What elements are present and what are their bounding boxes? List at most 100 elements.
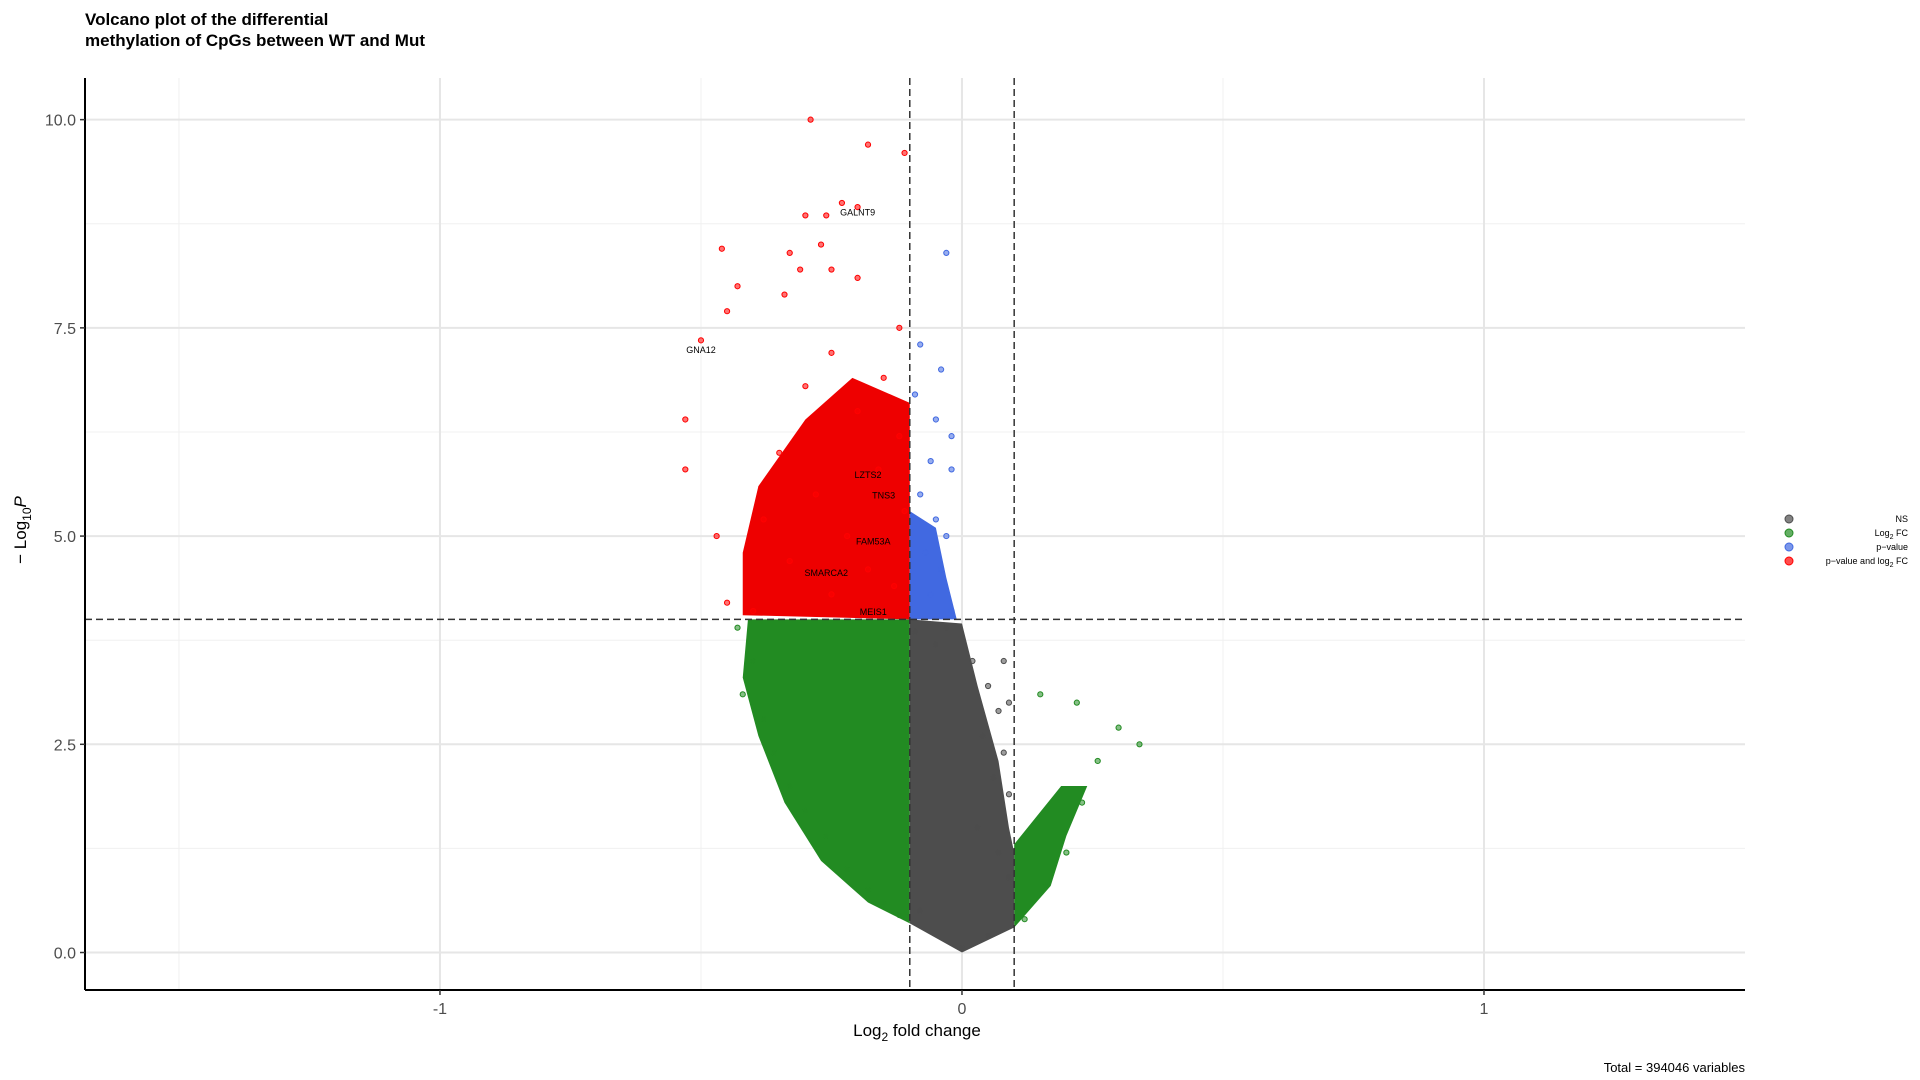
y-tick-label: 0.0 (54, 946, 76, 963)
data-point (817, 241, 825, 248)
x-tick-label: -1 (433, 1001, 447, 1018)
data-point (896, 433, 903, 440)
data-point (760, 516, 767, 523)
data-points (682, 116, 1143, 952)
gene-labels: GALNT9 GNA12 LZTS2 TNS3 FAM53A SMARCA2 MEIS1 (686, 207, 895, 617)
data-point (823, 832, 830, 840)
legend-label: NS (1895, 514, 1908, 524)
data-point (984, 682, 992, 690)
data-point (932, 416, 939, 423)
data-point (948, 607, 955, 615)
data-point (932, 516, 939, 523)
data-point (984, 932, 992, 939)
y-tick-label: 2.5 (54, 737, 76, 754)
data-point (995, 849, 1002, 856)
data-point (1005, 874, 1013, 881)
data-point (734, 283, 741, 290)
y-tick-label: 10.0 (45, 113, 76, 130)
data-point (1005, 699, 1013, 706)
data-point (917, 907, 924, 914)
data-point (713, 532, 720, 540)
x-tick-label: 1 (1480, 1001, 1489, 1018)
data-point (896, 911, 903, 919)
gene-label: SMARCA2 (805, 568, 849, 578)
caption: Total = 394046 variables (1604, 1060, 1746, 1075)
data-point (1063, 849, 1070, 856)
x-tick-label: 0 (958, 1001, 967, 1018)
data-point (854, 408, 861, 415)
data-point (911, 391, 919, 398)
data-point (864, 566, 872, 573)
data-point (802, 383, 809, 390)
data-point (1000, 749, 1007, 756)
data-point (750, 657, 757, 665)
cutoff-lines (85, 78, 1745, 990)
data-point (938, 566, 945, 573)
data-point (718, 245, 725, 252)
data-point (979, 732, 986, 740)
cloud-log2fc-left (742, 619, 910, 924)
gene-label: TNS3 (872, 491, 895, 501)
legend-marker (1784, 528, 1794, 538)
y-tick-label: 7.5 (54, 321, 76, 338)
data-point (723, 308, 731, 315)
data-point (781, 291, 788, 298)
data-point (739, 691, 746, 698)
data-point (1078, 799, 1086, 806)
data-point (844, 532, 851, 540)
data-point (812, 491, 819, 498)
data-point (682, 416, 689, 423)
data-point (891, 582, 898, 590)
data-point (1042, 882, 1049, 889)
data-point (917, 341, 924, 348)
data-point (927, 458, 934, 465)
data-point (844, 866, 851, 873)
data-point (911, 628, 919, 635)
y-tick-label: 5.0 (54, 529, 76, 546)
data-point (1037, 691, 1044, 698)
data-point (1073, 699, 1080, 706)
data-point (697, 337, 705, 344)
legend-marker (1784, 556, 1794, 566)
data-point (797, 266, 804, 273)
data-point (786, 782, 793, 790)
data-point (864, 886, 872, 894)
data-point (828, 266, 835, 273)
gene-label: MEIS1 (860, 607, 887, 617)
data-point (828, 349, 835, 356)
cloud-pvalue (909, 511, 957, 620)
cloud-log2fc-right (1014, 785, 1088, 928)
data-point (1115, 724, 1122, 731)
legend-label: Log2 FC (1875, 528, 1909, 541)
data-point (974, 824, 981, 831)
data-point (901, 507, 908, 515)
data-point (875, 466, 882, 473)
data-point (990, 774, 997, 781)
legend-marker (1784, 514, 1794, 524)
data-point (901, 149, 908, 157)
data-point (958, 945, 966, 952)
data-point (723, 599, 731, 606)
data-point (760, 716, 767, 723)
data-point (1005, 791, 1013, 798)
legend-label: p−value (1876, 542, 1908, 552)
data-point (802, 212, 809, 219)
data-point (864, 141, 872, 148)
data-point (943, 532, 950, 540)
data-point (938, 366, 945, 373)
data-point (854, 203, 861, 211)
data-point (943, 624, 950, 631)
data-point (807, 116, 814, 123)
data-point (917, 491, 924, 498)
data-point (1094, 757, 1101, 765)
data-point (802, 807, 809, 815)
point-cloud (742, 377, 1088, 953)
data-point (776, 449, 783, 456)
gene-label: GALNT9 (840, 207, 875, 217)
data-point (969, 657, 976, 665)
data-point (943, 249, 950, 257)
data-point (734, 624, 741, 631)
axes: -1 0 10.02.55.07.510.0 (45, 78, 1745, 1018)
gene-label: GNA12 (686, 345, 716, 355)
